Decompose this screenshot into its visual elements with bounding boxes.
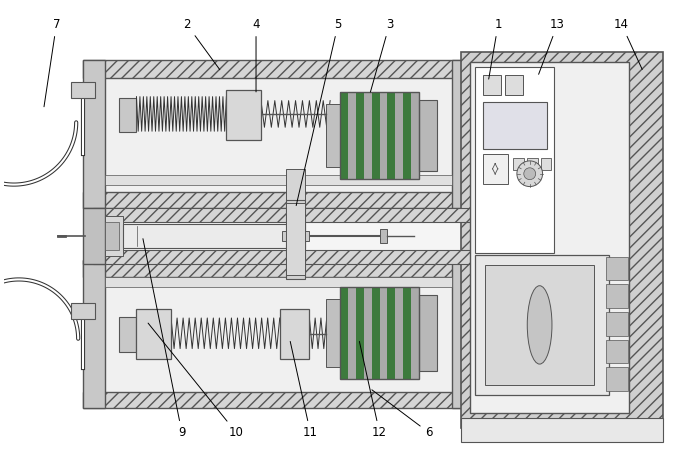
Text: 13: 13 <box>539 18 565 74</box>
Bar <box>372 92 380 179</box>
Bar <box>83 192 473 208</box>
Bar <box>419 99 437 171</box>
Ellipse shape <box>527 286 552 364</box>
Bar <box>340 287 419 379</box>
Bar <box>372 287 380 379</box>
Bar <box>340 287 348 379</box>
Bar <box>484 75 501 95</box>
Text: 6: 6 <box>372 390 433 439</box>
Bar <box>380 92 387 179</box>
Bar <box>105 175 451 184</box>
Bar <box>527 158 538 170</box>
Bar <box>411 287 419 379</box>
Text: 3: 3 <box>370 18 393 92</box>
Bar <box>606 312 628 336</box>
Bar <box>340 92 419 179</box>
Bar <box>395 92 403 179</box>
Bar <box>123 224 305 248</box>
Bar <box>105 277 451 392</box>
Bar <box>83 260 105 408</box>
Bar <box>83 60 105 208</box>
Bar <box>93 250 473 264</box>
Bar <box>485 265 594 385</box>
Text: 9: 9 <box>143 239 186 439</box>
Bar <box>340 92 348 179</box>
Bar <box>71 303 95 319</box>
Bar <box>395 287 403 379</box>
Bar <box>105 222 473 250</box>
Bar <box>505 75 522 95</box>
Circle shape <box>517 161 542 186</box>
Bar <box>460 52 663 428</box>
Bar <box>606 368 628 391</box>
Bar <box>419 295 437 371</box>
Bar <box>364 92 372 179</box>
Bar <box>475 67 555 253</box>
Bar <box>387 287 395 379</box>
Text: 7: 7 <box>44 18 60 107</box>
Bar <box>281 231 309 241</box>
Bar <box>105 216 123 256</box>
Bar <box>285 169 305 203</box>
Text: 12: 12 <box>359 341 387 439</box>
Bar <box>606 257 628 281</box>
Bar <box>364 287 372 379</box>
Bar <box>119 317 137 352</box>
Bar <box>105 277 451 287</box>
Bar <box>460 418 663 443</box>
Bar <box>387 92 395 179</box>
Bar <box>475 255 609 395</box>
Bar <box>451 260 473 408</box>
Text: 14: 14 <box>614 18 642 70</box>
Bar <box>71 82 95 98</box>
Bar <box>105 78 451 192</box>
Bar <box>403 92 411 179</box>
Bar <box>541 158 551 170</box>
Text: 2: 2 <box>183 18 220 70</box>
Bar <box>83 60 473 78</box>
Bar <box>285 200 305 279</box>
Bar <box>119 98 137 132</box>
Bar <box>137 309 171 360</box>
Bar <box>606 340 628 363</box>
Bar <box>356 287 364 379</box>
Text: 5: 5 <box>296 18 342 205</box>
Bar <box>226 90 261 140</box>
Bar <box>83 208 105 264</box>
Bar <box>93 208 473 222</box>
Bar <box>348 287 356 379</box>
Circle shape <box>524 168 535 180</box>
Bar <box>471 62 628 413</box>
Bar <box>83 392 473 408</box>
Bar <box>606 284 628 308</box>
Bar <box>513 158 524 170</box>
Bar <box>484 154 508 184</box>
Bar <box>403 287 411 379</box>
Bar <box>484 102 546 149</box>
Text: 4: 4 <box>252 18 260 92</box>
Bar <box>105 222 119 250</box>
Bar <box>451 60 473 208</box>
Bar <box>348 92 356 179</box>
Bar <box>285 203 305 275</box>
Text: 11: 11 <box>290 341 318 439</box>
Text: 1: 1 <box>489 18 502 79</box>
Bar <box>280 309 309 360</box>
Bar <box>356 92 364 179</box>
Bar <box>380 287 387 379</box>
Bar <box>326 104 340 167</box>
Text: 10: 10 <box>148 323 244 439</box>
Bar <box>380 229 387 243</box>
Bar <box>83 260 473 277</box>
Bar <box>326 299 340 368</box>
Bar <box>411 92 419 179</box>
